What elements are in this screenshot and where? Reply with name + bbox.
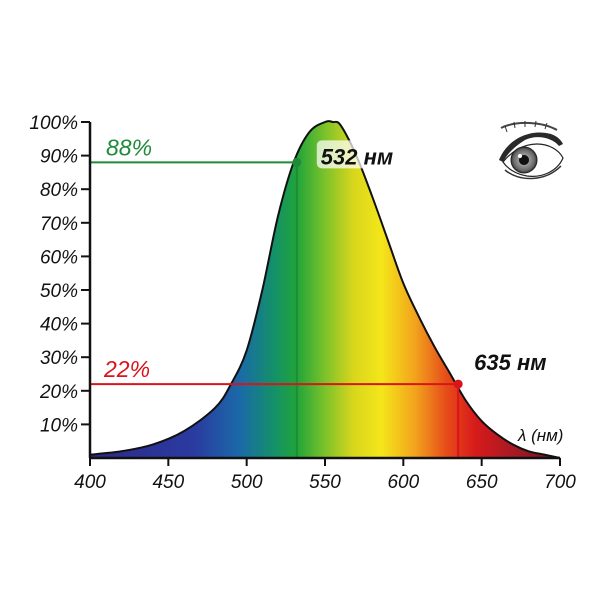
annotation-point <box>453 379 463 389</box>
y-tick-label: 90% <box>40 147 78 168</box>
y-tick-label: 100% <box>29 113 78 134</box>
x-tick-label: 550 <box>309 472 341 493</box>
annotation-point <box>292 157 302 167</box>
annotation-percent-label: 88% <box>106 134 152 160</box>
eye-icon <box>499 120 564 180</box>
annotation-wavelength-label: 635 нм <box>474 350 546 375</box>
y-tick-label: 50% <box>40 281 78 302</box>
y-tick-label: 70% <box>40 214 78 235</box>
x-tick-label: 400 <box>74 472 106 493</box>
x-tick-label: 450 <box>152 472 184 493</box>
wavelength-label-background <box>316 140 407 169</box>
annotation-wavelength-label: 532 нм <box>321 144 393 169</box>
y-tick-label: 20% <box>39 382 78 403</box>
annotation-percent-label: 22% <box>103 356 150 382</box>
x-tick-label: 600 <box>387 472 419 493</box>
y-tick-label: 80% <box>40 180 78 201</box>
y-tick-label: 10% <box>40 415 78 436</box>
x-axis-unit-label: λ (нм) <box>517 426 563 445</box>
x-tick-label: 500 <box>231 472 263 493</box>
x-tick-label: 700 <box>544 472 576 493</box>
y-tick-label: 40% <box>40 315 78 336</box>
sensitivity-curve-area <box>89 120 561 459</box>
x-tick-label: 650 <box>466 472 498 493</box>
y-tick-label: 30% <box>40 348 78 369</box>
y-tick-label: 60% <box>40 247 78 268</box>
